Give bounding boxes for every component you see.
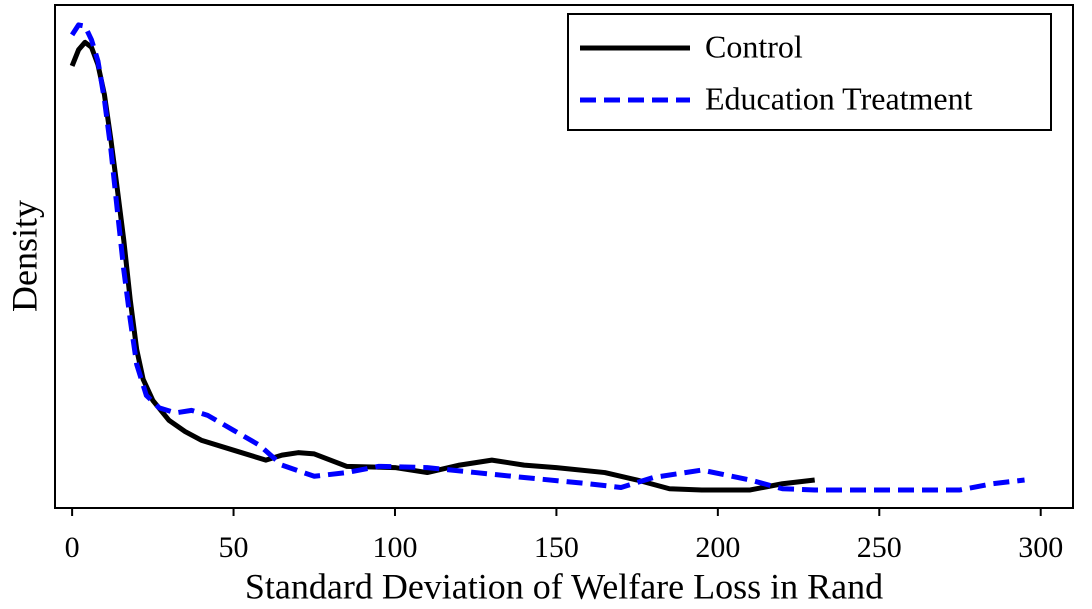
lines — [69, 22, 1025, 493]
x-axis-label: Standard Deviation of Welfare Loss in Ra… — [245, 566, 883, 606]
density-line — [70, 22, 1025, 493]
legend-label: Education Treatment — [705, 80, 973, 116]
x-tick-label: 100 — [372, 531, 417, 564]
x-tick-label: 200 — [695, 531, 740, 564]
density-line — [69, 39, 815, 493]
legend-box — [567, 13, 1052, 131]
x-tick-label: 150 — [534, 531, 579, 564]
x-tick-label: 300 — [1018, 531, 1063, 564]
y-axis-label: Density — [4, 200, 44, 312]
legend-label: Control — [705, 28, 803, 64]
plot-frame — [54, 4, 1074, 509]
x-tick-label: 0 — [65, 531, 80, 564]
x-tick-label: 250 — [857, 531, 902, 564]
x-tick-label: 50 — [219, 531, 249, 564]
